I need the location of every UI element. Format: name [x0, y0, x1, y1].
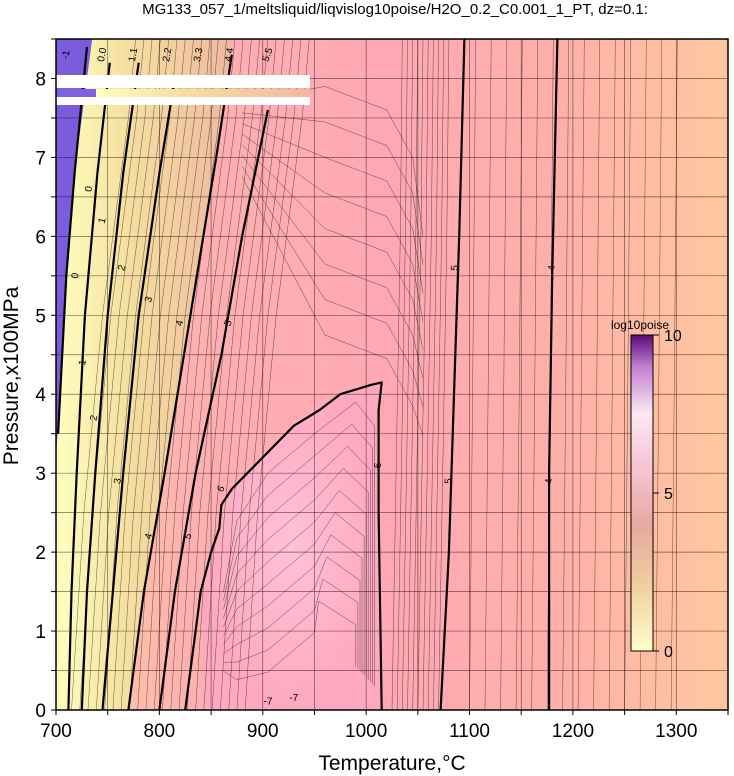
x-tick-label: 1300 — [655, 721, 697, 742]
x-tick-label: 900 — [247, 721, 279, 742]
y-tick-label: 0 — [35, 701, 46, 722]
contour-line-4 — [548, 39, 559, 710]
y-tick-label: 2 — [35, 543, 46, 564]
thin-contour — [241, 176, 424, 436]
x-tick-label: 1100 — [449, 721, 490, 742]
plot-frame — [55, 38, 729, 711]
contour-label: 5 — [443, 477, 454, 484]
thin-contour — [241, 133, 424, 322]
thin-contour — [241, 155, 424, 379]
x-axis: 700 800 900 1000 1100 1200 1300 — [40, 710, 729, 742]
contour-label: 1 — [77, 359, 89, 367]
contour-label: 0 — [83, 185, 95, 193]
contour-label: -1 — [60, 49, 72, 60]
y-tick-label: 5 — [35, 306, 46, 327]
y-axis-title: Pressure,x100MPa — [0, 286, 23, 465]
thin-contour — [241, 144, 424, 351]
contour-label: 1.1 — [127, 47, 140, 63]
contour-label: 4 — [544, 478, 555, 484]
contour-line-5 — [439, 39, 466, 710]
low-viscosity-region — [56, 39, 232, 710]
y-axis: 0 1 2 3 4 5 6 7 8 — [35, 38, 56, 722]
chart-title: MG133_057_1/meltsliquid/liqvislog10poise… — [142, 1, 648, 18]
contour-label: 1 — [97, 216, 109, 225]
contour-line-2 — [80, 62, 140, 710]
contour-label: 2 — [88, 414, 100, 422]
contour-line-3 — [101, 78, 176, 710]
y-tick-label: 8 — [35, 69, 46, 90]
contour-label: 4.4 — [223, 47, 236, 63]
contour-label: 4 — [547, 264, 558, 271]
contour-label: 5.5 — [261, 46, 276, 63]
contour-label: 5 — [449, 264, 460, 271]
contour-label: 2 — [116, 263, 128, 272]
contour-labels: -1 0.0 1.1 2.2 3.3 4.4 5.5 6 6 5 5 5 5 4 4 4 4 3 3 2 2 1 1 0 0 -7… — [60, 46, 558, 708]
x-axis-title: Temperature,°C — [318, 752, 465, 775]
colorbar-tick-label: 0 — [664, 644, 673, 661]
contour-line-4 — [127, 54, 233, 710]
grid — [56, 39, 728, 710]
contour-label: 5 — [223, 318, 235, 327]
contour-line-0 — [57, 46, 89, 434]
bold-contours — [57, 39, 559, 710]
contour-label: 6 — [215, 483, 228, 494]
contour-line-5 — [158, 109, 269, 710]
contour-line-6 — [184, 381, 383, 710]
colorbar-tick-label: 5 — [664, 486, 673, 503]
legend-strip — [56, 75, 310, 105]
x-tick-label: 700 — [40, 721, 72, 742]
plot-area: -1 0.0 1.1 2.2 3.3 4.4 5.5665555444433221100-7… — [56, 39, 728, 710]
x-tick-label: 1200 — [552, 721, 594, 742]
contour-label: 2.2 — [161, 47, 174, 63]
y-tick-label: 6 — [35, 227, 46, 248]
thin-contour — [242, 112, 424, 265]
y-tick-label: 7 — [35, 148, 46, 169]
contour-label: 0 — [70, 272, 82, 280]
x-tick-label: 800 — [144, 721, 176, 742]
x-tick-label: 1000 — [345, 721, 387, 742]
low-temperature-region — [56, 39, 93, 458]
contour-label: 0.0 — [96, 47, 109, 63]
y-tick-label: 3 — [35, 464, 46, 485]
contour-label: 3.3 — [192, 47, 205, 63]
colorbar-tick-label: 10 — [664, 328, 682, 345]
colorbar-scale — [630, 334, 654, 652]
contour-label: -7 — [263, 697, 272, 708]
contour-line-1 — [67, 62, 111, 710]
colorbar-title: log10poise — [611, 318, 669, 332]
contour-label: 3 — [112, 477, 124, 485]
contour-label: 4 — [174, 319, 186, 328]
contour-label: 5 — [182, 531, 194, 540]
y-tick-label: 1 — [35, 622, 46, 643]
y-tick-label: 4 — [35, 385, 46, 406]
contour-label: -7 — [289, 693, 298, 704]
contour-label: 4 — [143, 532, 155, 541]
core-region — [200, 382, 382, 710]
contour-label: 3 — [143, 295, 155, 304]
thin-contour — [241, 165, 424, 407]
colorbar: log10poise 0 5 10 — [611, 318, 682, 661]
thin-contour — [242, 123, 424, 294]
contour-label: 6 — [373, 462, 384, 468]
colorbar-ticks: 0 5 10 — [653, 328, 682, 661]
